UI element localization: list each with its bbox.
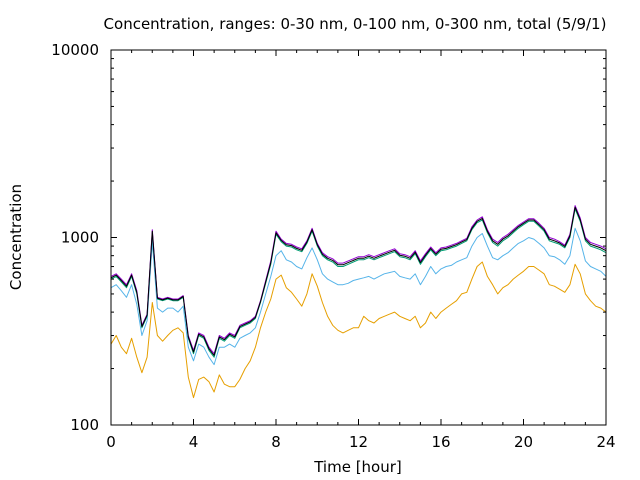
x-tick-label: 24 <box>596 433 615 451</box>
x-tick-label: 0 <box>106 433 116 451</box>
series-line-3 <box>110 208 607 358</box>
x-tick-label: 12 <box>349 433 368 451</box>
series-line-1 <box>110 261 607 399</box>
y-axis-label: Concentration <box>7 184 25 290</box>
x-axis: 0 4 8 12 16 20 24 <box>106 50 616 451</box>
series-line-5 <box>110 206 607 356</box>
x-tick-label: 20 <box>514 433 533 451</box>
series-line-4 <box>110 205 607 355</box>
y-tick-label: 10000 <box>51 41 99 59</box>
x-axis-label: Time [hour] <box>313 458 402 476</box>
chart-title: Concentration, ranges: 0-30 nm, 0-100 nm… <box>104 15 607 33</box>
x-tick-label: 8 <box>271 433 281 451</box>
series-layer <box>110 205 607 399</box>
y-axis: 100 1000 10000 <box>51 41 606 434</box>
x-tick-label: 4 <box>189 433 199 451</box>
series-line-2 <box>110 227 607 366</box>
y-tick-label: 1000 <box>61 229 99 247</box>
plot-frame <box>110 49 607 426</box>
y-tick-label: 100 <box>70 416 99 434</box>
x-tick-label: 16 <box>431 433 450 451</box>
